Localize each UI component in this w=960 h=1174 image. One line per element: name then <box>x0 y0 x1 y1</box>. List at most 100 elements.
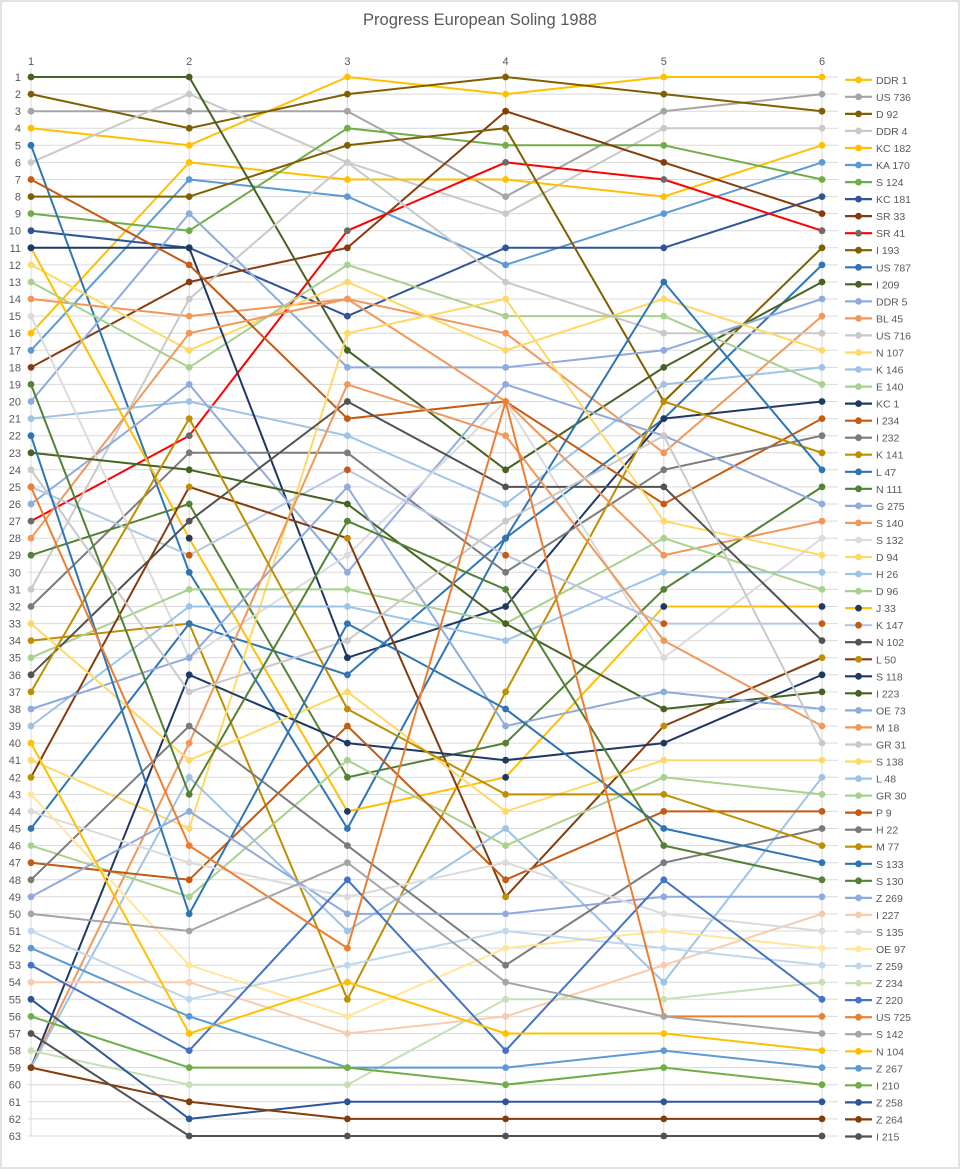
svg-text:N 104: N 104 <box>876 1046 904 1058</box>
svg-text:40: 40 <box>9 738 21 750</box>
svg-text:I 209: I 209 <box>876 279 900 291</box>
svg-text:3: 3 <box>15 106 21 118</box>
svg-text:13: 13 <box>9 277 21 289</box>
svg-text:US 716: US 716 <box>876 330 911 342</box>
svg-text:KA 170: KA 170 <box>876 160 910 172</box>
svg-text:63: 63 <box>9 1131 21 1143</box>
svg-text:I 215: I 215 <box>876 1132 900 1144</box>
svg-text:11: 11 <box>10 243 21 255</box>
svg-text:52: 52 <box>9 943 21 955</box>
svg-text:3: 3 <box>344 56 350 68</box>
svg-text:KC 182: KC 182 <box>876 143 911 155</box>
svg-text:17: 17 <box>9 345 21 357</box>
svg-text:16: 16 <box>9 328 21 340</box>
svg-text:6: 6 <box>15 157 21 169</box>
svg-text:30: 30 <box>9 567 21 579</box>
svg-text:36: 36 <box>9 670 21 682</box>
svg-text:L 47: L 47 <box>876 467 896 479</box>
svg-text:SR 33: SR 33 <box>876 211 905 223</box>
svg-text:Progress European Soling 1988: Progress European Soling 1988 <box>363 11 597 29</box>
svg-text:12: 12 <box>9 260 21 272</box>
svg-text:P 9: P 9 <box>876 808 892 820</box>
svg-text:56: 56 <box>9 1011 21 1023</box>
svg-text:22: 22 <box>9 431 21 443</box>
svg-text:38: 38 <box>9 704 21 716</box>
svg-text:US 736: US 736 <box>876 92 911 104</box>
svg-text:I 234: I 234 <box>876 416 900 428</box>
svg-text:6: 6 <box>819 56 825 68</box>
svg-text:H 22: H 22 <box>876 825 898 837</box>
svg-text:M 18: M 18 <box>876 722 900 734</box>
svg-text:L 50: L 50 <box>876 654 896 666</box>
svg-text:19: 19 <box>9 379 21 391</box>
svg-text:8: 8 <box>15 192 21 204</box>
svg-text:24: 24 <box>9 465 21 477</box>
svg-text:L 48: L 48 <box>876 774 896 786</box>
svg-text:BL 45: BL 45 <box>876 313 903 325</box>
svg-text:I 227: I 227 <box>876 910 900 922</box>
svg-text:D 92: D 92 <box>876 109 898 121</box>
svg-text:SR 41: SR 41 <box>876 228 905 240</box>
svg-text:S 130: S 130 <box>876 876 904 888</box>
svg-text:25: 25 <box>9 482 21 494</box>
svg-text:54: 54 <box>9 977 21 989</box>
svg-text:51: 51 <box>9 926 21 938</box>
svg-text:2: 2 <box>186 56 192 68</box>
svg-text:Z 264: Z 264 <box>876 1114 903 1126</box>
svg-text:4: 4 <box>503 56 509 68</box>
svg-text:44: 44 <box>9 806 21 818</box>
svg-text:55: 55 <box>9 994 21 1006</box>
svg-text:42: 42 <box>9 772 21 784</box>
svg-text:48: 48 <box>9 875 21 887</box>
svg-text:KC 1: KC 1 <box>876 399 900 411</box>
svg-text:OE 73: OE 73 <box>876 705 906 717</box>
svg-text:60: 60 <box>9 1080 21 1092</box>
svg-text:Z 269: Z 269 <box>876 893 903 905</box>
svg-text:14: 14 <box>9 294 21 306</box>
svg-text:35: 35 <box>9 653 21 665</box>
svg-text:Z 220: Z 220 <box>876 995 903 1007</box>
svg-text:9: 9 <box>15 209 21 221</box>
svg-text:GR 30: GR 30 <box>876 791 907 803</box>
svg-text:29: 29 <box>9 550 21 562</box>
svg-text:62: 62 <box>9 1114 21 1126</box>
svg-text:D 94: D 94 <box>876 552 898 564</box>
svg-text:S 124: S 124 <box>876 177 904 189</box>
svg-text:58: 58 <box>9 1046 21 1058</box>
svg-text:KC 181: KC 181 <box>876 194 911 206</box>
svg-text:59: 59 <box>9 1063 21 1075</box>
svg-text:45: 45 <box>9 824 21 836</box>
svg-text:33: 33 <box>9 619 21 631</box>
svg-text:37: 37 <box>9 687 21 699</box>
svg-text:10: 10 <box>9 226 21 238</box>
svg-text:GR 31: GR 31 <box>876 740 907 752</box>
svg-text:2: 2 <box>15 89 21 101</box>
svg-text:J 33: J 33 <box>876 603 896 615</box>
svg-text:18: 18 <box>9 362 21 374</box>
svg-text:DDR 4: DDR 4 <box>876 126 908 138</box>
svg-text:Z 234: Z 234 <box>876 978 903 990</box>
svg-text:53: 53 <box>9 960 21 972</box>
svg-text:43: 43 <box>9 789 21 801</box>
svg-text:E 140: E 140 <box>876 382 904 394</box>
svg-text:23: 23 <box>9 448 21 460</box>
svg-text:N 107: N 107 <box>876 348 904 360</box>
svg-text:5: 5 <box>661 56 667 68</box>
svg-text:61: 61 <box>9 1097 21 1109</box>
svg-text:D 96: D 96 <box>876 586 898 598</box>
svg-text:M 77: M 77 <box>876 842 900 854</box>
svg-text:49: 49 <box>9 892 21 904</box>
svg-text:1: 1 <box>28 56 34 68</box>
svg-text:I 193: I 193 <box>876 245 900 257</box>
svg-text:S 118: S 118 <box>876 671 903 683</box>
svg-text:S 135: S 135 <box>876 927 904 939</box>
svg-text:I 232: I 232 <box>876 433 900 445</box>
svg-text:US 787: US 787 <box>876 262 911 274</box>
svg-text:Z 259: Z 259 <box>876 961 903 973</box>
svg-text:1: 1 <box>15 72 21 84</box>
svg-text:31: 31 <box>9 584 21 596</box>
svg-text:S 140: S 140 <box>876 518 904 530</box>
svg-text:47: 47 <box>9 858 21 870</box>
svg-text:57: 57 <box>9 1029 21 1041</box>
svg-text:DDR 1: DDR 1 <box>876 75 908 87</box>
